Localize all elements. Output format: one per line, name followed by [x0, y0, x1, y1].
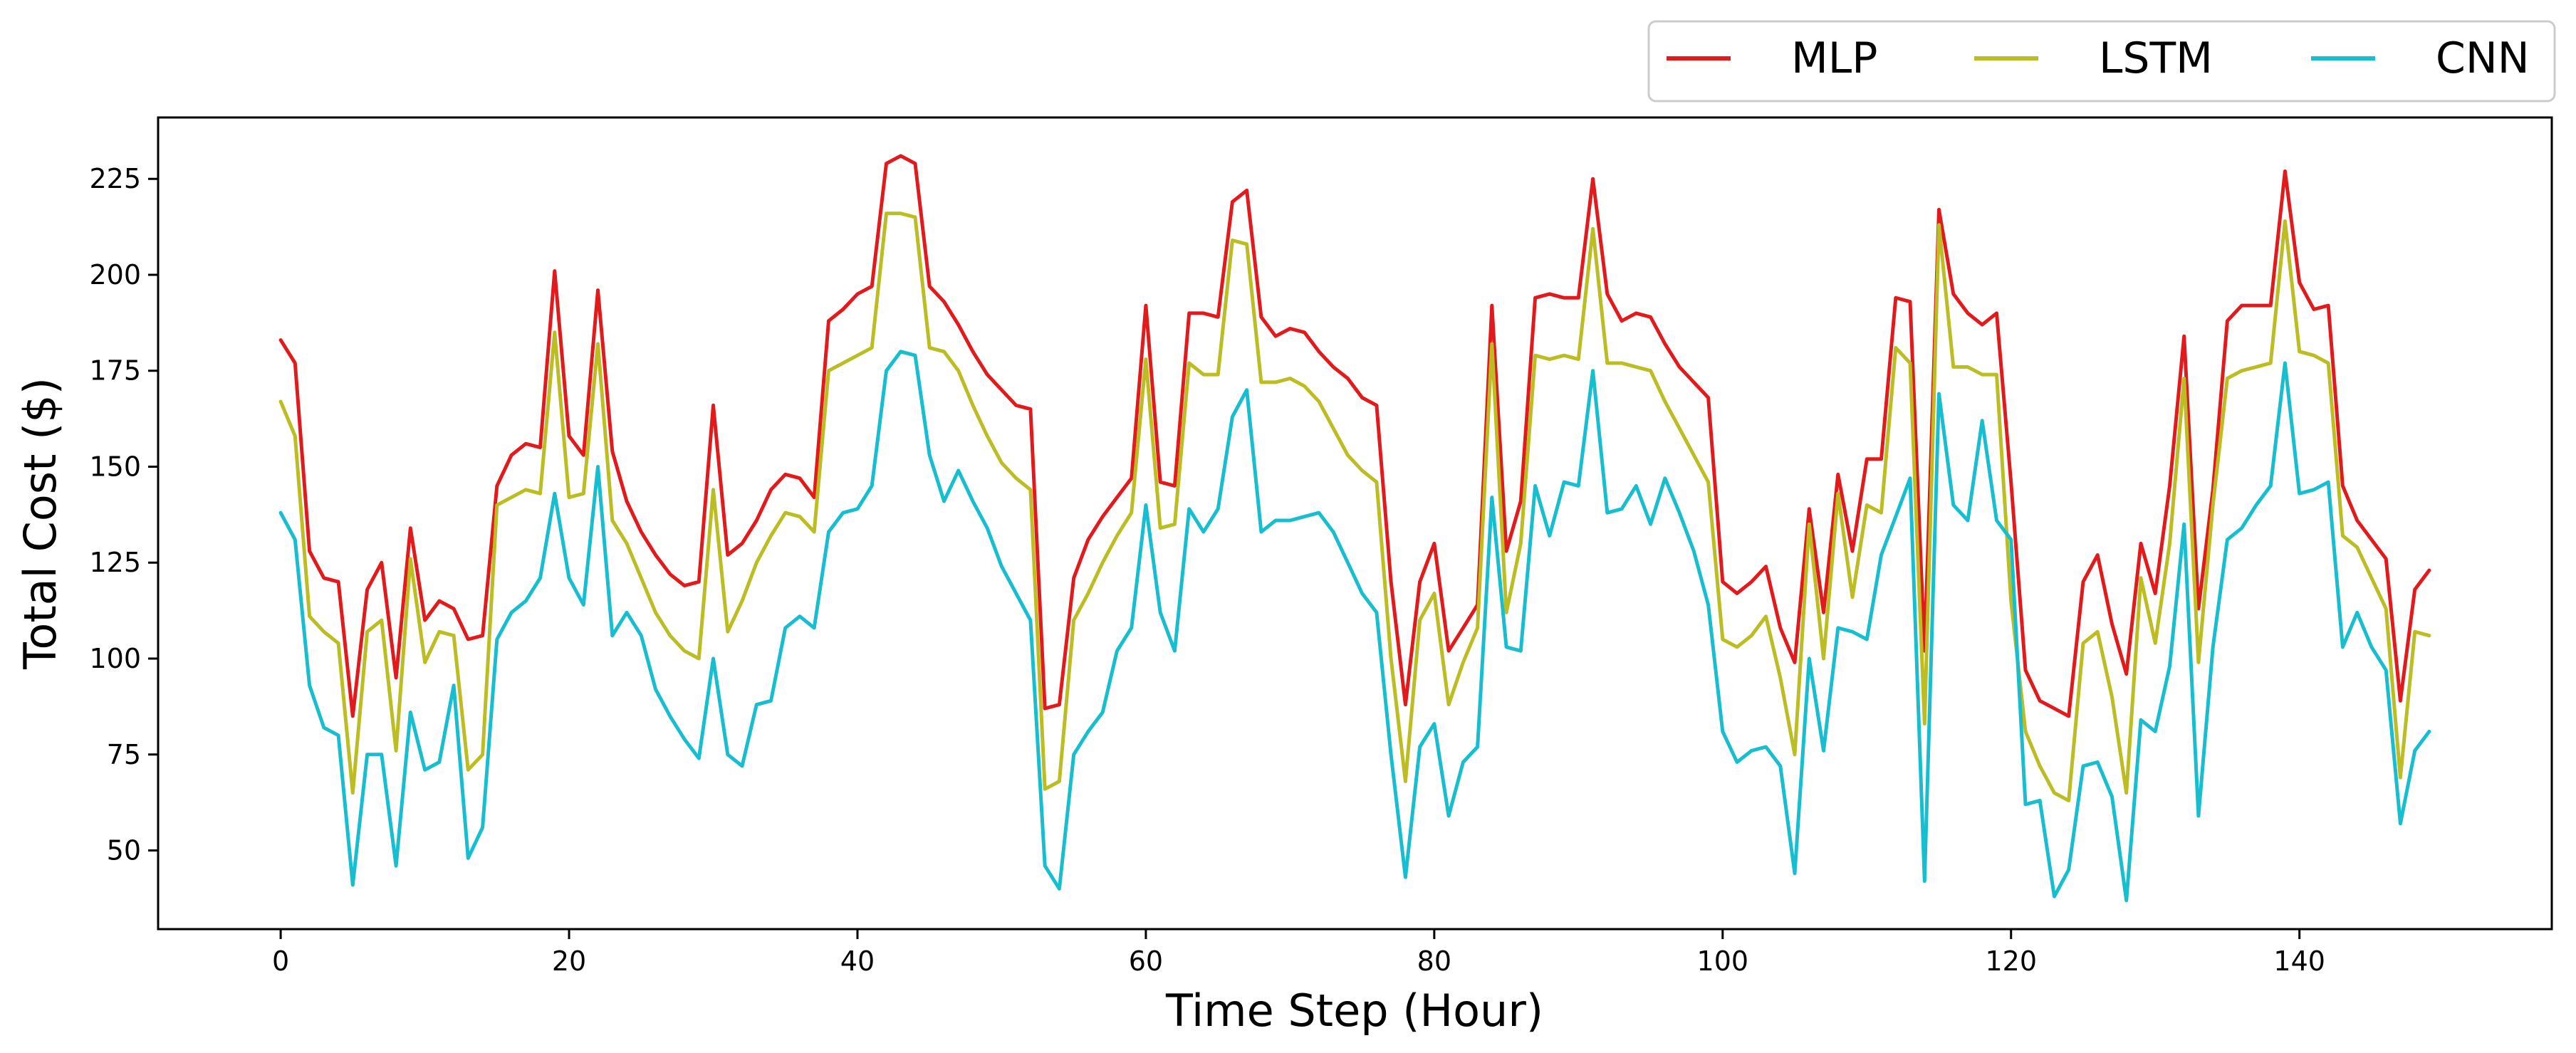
x-tick-label: 120 — [1985, 945, 2037, 977]
x-tick-label: 20 — [552, 945, 586, 977]
x-axis: 0 20 40 60 80 100 120 140 — [272, 929, 2325, 977]
y-axis: 50 75 100 125 150 175 200 225 — [89, 163, 158, 866]
x-tick-label: 140 — [2273, 945, 2325, 977]
y-axis-title: Total Cost ($) — [14, 377, 66, 670]
legend-label-mlp: MLP — [1791, 33, 1877, 83]
y-tick-label: 175 — [89, 355, 141, 387]
legend-label-cnn: CNN — [2436, 33, 2530, 83]
y-tick-label: 225 — [89, 163, 141, 194]
series-line-lstm — [278, 211, 2431, 802]
y-tick-label: 200 — [89, 259, 141, 290]
plot-frame — [157, 116, 2553, 931]
series-line-cnn — [278, 350, 2431, 903]
legend: MLP LSTM CNN — [1647, 20, 2556, 103]
y-tick-label: 50 — [107, 835, 141, 866]
y-tick-label: 75 — [107, 739, 141, 770]
x-tick-label: 60 — [1129, 945, 1163, 977]
x-axis-title: Time Step (Hour) — [1165, 985, 1543, 1037]
y-tick-label: 125 — [89, 547, 141, 578]
legend-label-lstm: LSTM — [2099, 33, 2213, 83]
series-line-mlp — [278, 154, 2431, 718]
series-layer — [278, 154, 2431, 903]
y-tick-label: 150 — [89, 451, 141, 482]
y-tick-label: 100 — [89, 643, 141, 674]
x-tick-label: 40 — [840, 945, 875, 977]
x-tick-label: 100 — [1697, 945, 1749, 977]
legend-box — [1647, 20, 2556, 103]
x-tick-label: 0 — [272, 945, 289, 977]
x-tick-label: 80 — [1417, 945, 1451, 977]
